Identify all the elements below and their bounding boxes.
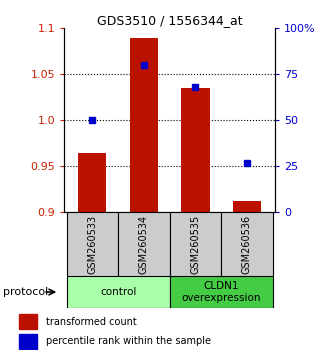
- Bar: [170, 212, 221, 276]
- Bar: [118, 212, 170, 276]
- Text: percentile rank within the sample: percentile rank within the sample: [46, 336, 211, 346]
- Text: GSM260534: GSM260534: [139, 215, 149, 274]
- Bar: [130, 38, 158, 212]
- Bar: [181, 88, 210, 212]
- Bar: [78, 153, 107, 212]
- Title: GDS3510 / 1556344_at: GDS3510 / 1556344_at: [97, 14, 243, 27]
- Text: CLDN1
overexpression: CLDN1 overexpression: [181, 281, 261, 303]
- Text: transformed count: transformed count: [46, 316, 137, 327]
- Text: control: control: [100, 287, 136, 297]
- Bar: [170, 276, 273, 308]
- Text: GSM260533: GSM260533: [87, 215, 97, 274]
- Text: GSM260536: GSM260536: [242, 215, 252, 274]
- Bar: [19, 334, 37, 348]
- Text: protocol: protocol: [3, 287, 48, 297]
- Bar: [67, 212, 118, 276]
- Bar: [233, 201, 261, 212]
- Bar: [221, 212, 273, 276]
- Bar: [19, 314, 37, 329]
- Text: GSM260535: GSM260535: [190, 215, 200, 274]
- Bar: [67, 276, 170, 308]
